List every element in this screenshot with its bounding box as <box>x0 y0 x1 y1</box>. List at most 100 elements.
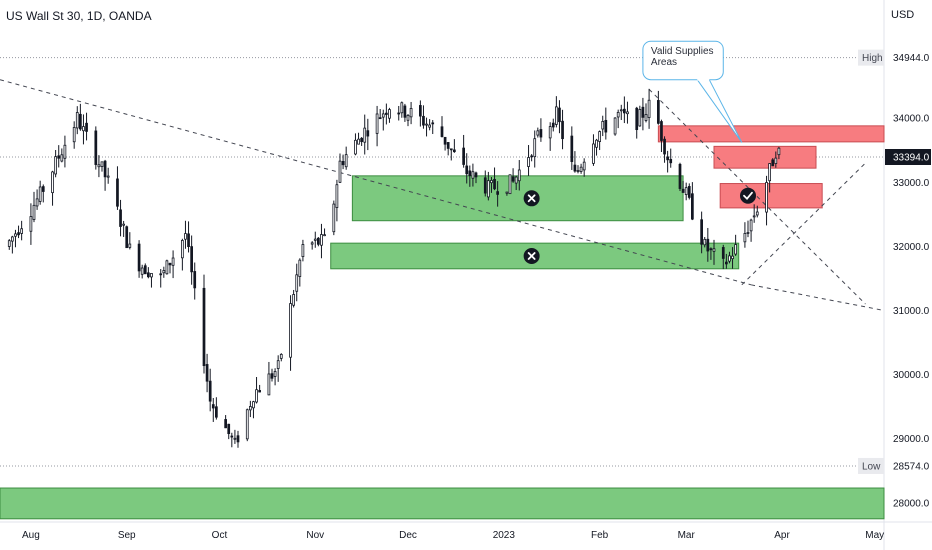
callout-text: Valid Supplies <box>651 46 714 57</box>
price-tag-value: 28574.0 <box>893 461 930 472</box>
price-tag-value-bg <box>885 457 931 474</box>
candle-up <box>765 182 768 213</box>
candle-up <box>122 223 125 226</box>
marker-circle <box>740 187 756 204</box>
candle-down <box>706 238 710 252</box>
supply-zone <box>713 145 817 169</box>
candle-up <box>29 216 33 232</box>
candle-up <box>579 166 583 172</box>
candle-up <box>245 409 249 440</box>
candle-down <box>360 137 363 143</box>
candle-down <box>669 158 673 164</box>
candle-up <box>471 171 475 179</box>
demand-zone <box>351 175 684 222</box>
candle-down <box>215 406 218 418</box>
candle-up <box>406 115 410 121</box>
x-tick-label: Nov <box>306 530 324 541</box>
candle-up <box>774 157 778 164</box>
candle-up <box>363 127 367 143</box>
candle-down <box>57 155 61 159</box>
candle-down <box>539 129 543 138</box>
candle-up <box>332 203 336 233</box>
candle-down <box>635 107 639 131</box>
candles <box>7 88 781 448</box>
candle-up <box>279 353 283 359</box>
candle-up <box>755 211 759 216</box>
candle-up <box>619 109 623 112</box>
x-tick-label: Sep <box>118 530 136 541</box>
y-tick-label: 28000.0 <box>893 498 930 509</box>
current-price-label: 33394.0 <box>893 153 930 164</box>
candle-up <box>301 244 305 258</box>
candle-up <box>428 124 431 128</box>
current-price-tag <box>885 149 931 165</box>
candle-down <box>103 160 107 178</box>
candle-up <box>712 248 716 252</box>
candle-down <box>79 113 82 130</box>
check-marker-icon <box>740 187 756 204</box>
currency-label: USD <box>891 9 915 21</box>
candle-down <box>641 106 645 118</box>
candle-up <box>82 126 85 132</box>
candle-up <box>527 157 530 167</box>
candle-down <box>403 105 407 118</box>
candle-up <box>289 303 292 358</box>
candle-up <box>734 244 737 255</box>
candle-down <box>496 191 499 195</box>
candle-up <box>32 204 36 220</box>
candle-down <box>558 107 561 123</box>
candle-up <box>128 243 132 248</box>
price-axis: 34000.0 33000.0 32000.0 31000.0 30000.0 29000… <box>858 49 931 509</box>
candle-up <box>165 260 169 275</box>
price-tag-value: 34944.0 <box>893 53 930 64</box>
candle-up <box>171 257 175 266</box>
candle-down <box>483 177 487 194</box>
candle-down <box>570 135 574 162</box>
y-tick-label: 34000.0 <box>893 114 930 125</box>
candle-up <box>638 109 642 127</box>
candle-up <box>63 144 67 159</box>
supply-zone <box>719 183 823 209</box>
candle-up <box>533 138 537 158</box>
cross-glyph <box>527 252 536 260</box>
candle-up <box>647 99 651 118</box>
candle-down <box>530 155 533 158</box>
candle-up <box>598 131 601 142</box>
candle-down <box>604 119 608 133</box>
trendlines <box>0 79 885 311</box>
x-tick-label: May <box>865 530 884 541</box>
candle-up <box>582 161 586 171</box>
candle-up <box>743 233 747 243</box>
time-axis: Aug Sep Oct Nov Dec 2023 Feb Mar Apr May <box>22 530 884 541</box>
candle-up <box>505 191 509 194</box>
candle-up <box>320 234 323 246</box>
candle-up <box>276 360 280 369</box>
candle-up <box>703 238 707 246</box>
candle-down <box>205 364 209 382</box>
candle-up <box>72 127 76 143</box>
chart-title: US Wall St 30, 1D, OANDA <box>6 9 152 23</box>
cross-glyph <box>527 194 536 203</box>
candle-up <box>150 273 153 278</box>
candle-up <box>425 123 428 126</box>
candle-down <box>187 233 190 247</box>
candle-up <box>684 187 688 195</box>
candle-down <box>270 373 274 379</box>
candle-up <box>548 126 552 139</box>
candle-up <box>295 274 299 292</box>
candle-down <box>666 156 669 161</box>
candle-up <box>106 175 110 178</box>
candle-up <box>184 233 187 240</box>
callout-box <box>642 40 724 81</box>
candle-up <box>749 219 753 232</box>
candle-down <box>378 117 382 120</box>
candle-down <box>224 419 227 429</box>
candle-up <box>576 170 580 172</box>
candle-up <box>310 242 314 245</box>
candle-up <box>777 147 781 156</box>
x-tick-label: Feb <box>591 530 609 541</box>
candle-down <box>168 262 172 266</box>
candle-down <box>94 130 98 165</box>
candle-down <box>85 122 88 132</box>
